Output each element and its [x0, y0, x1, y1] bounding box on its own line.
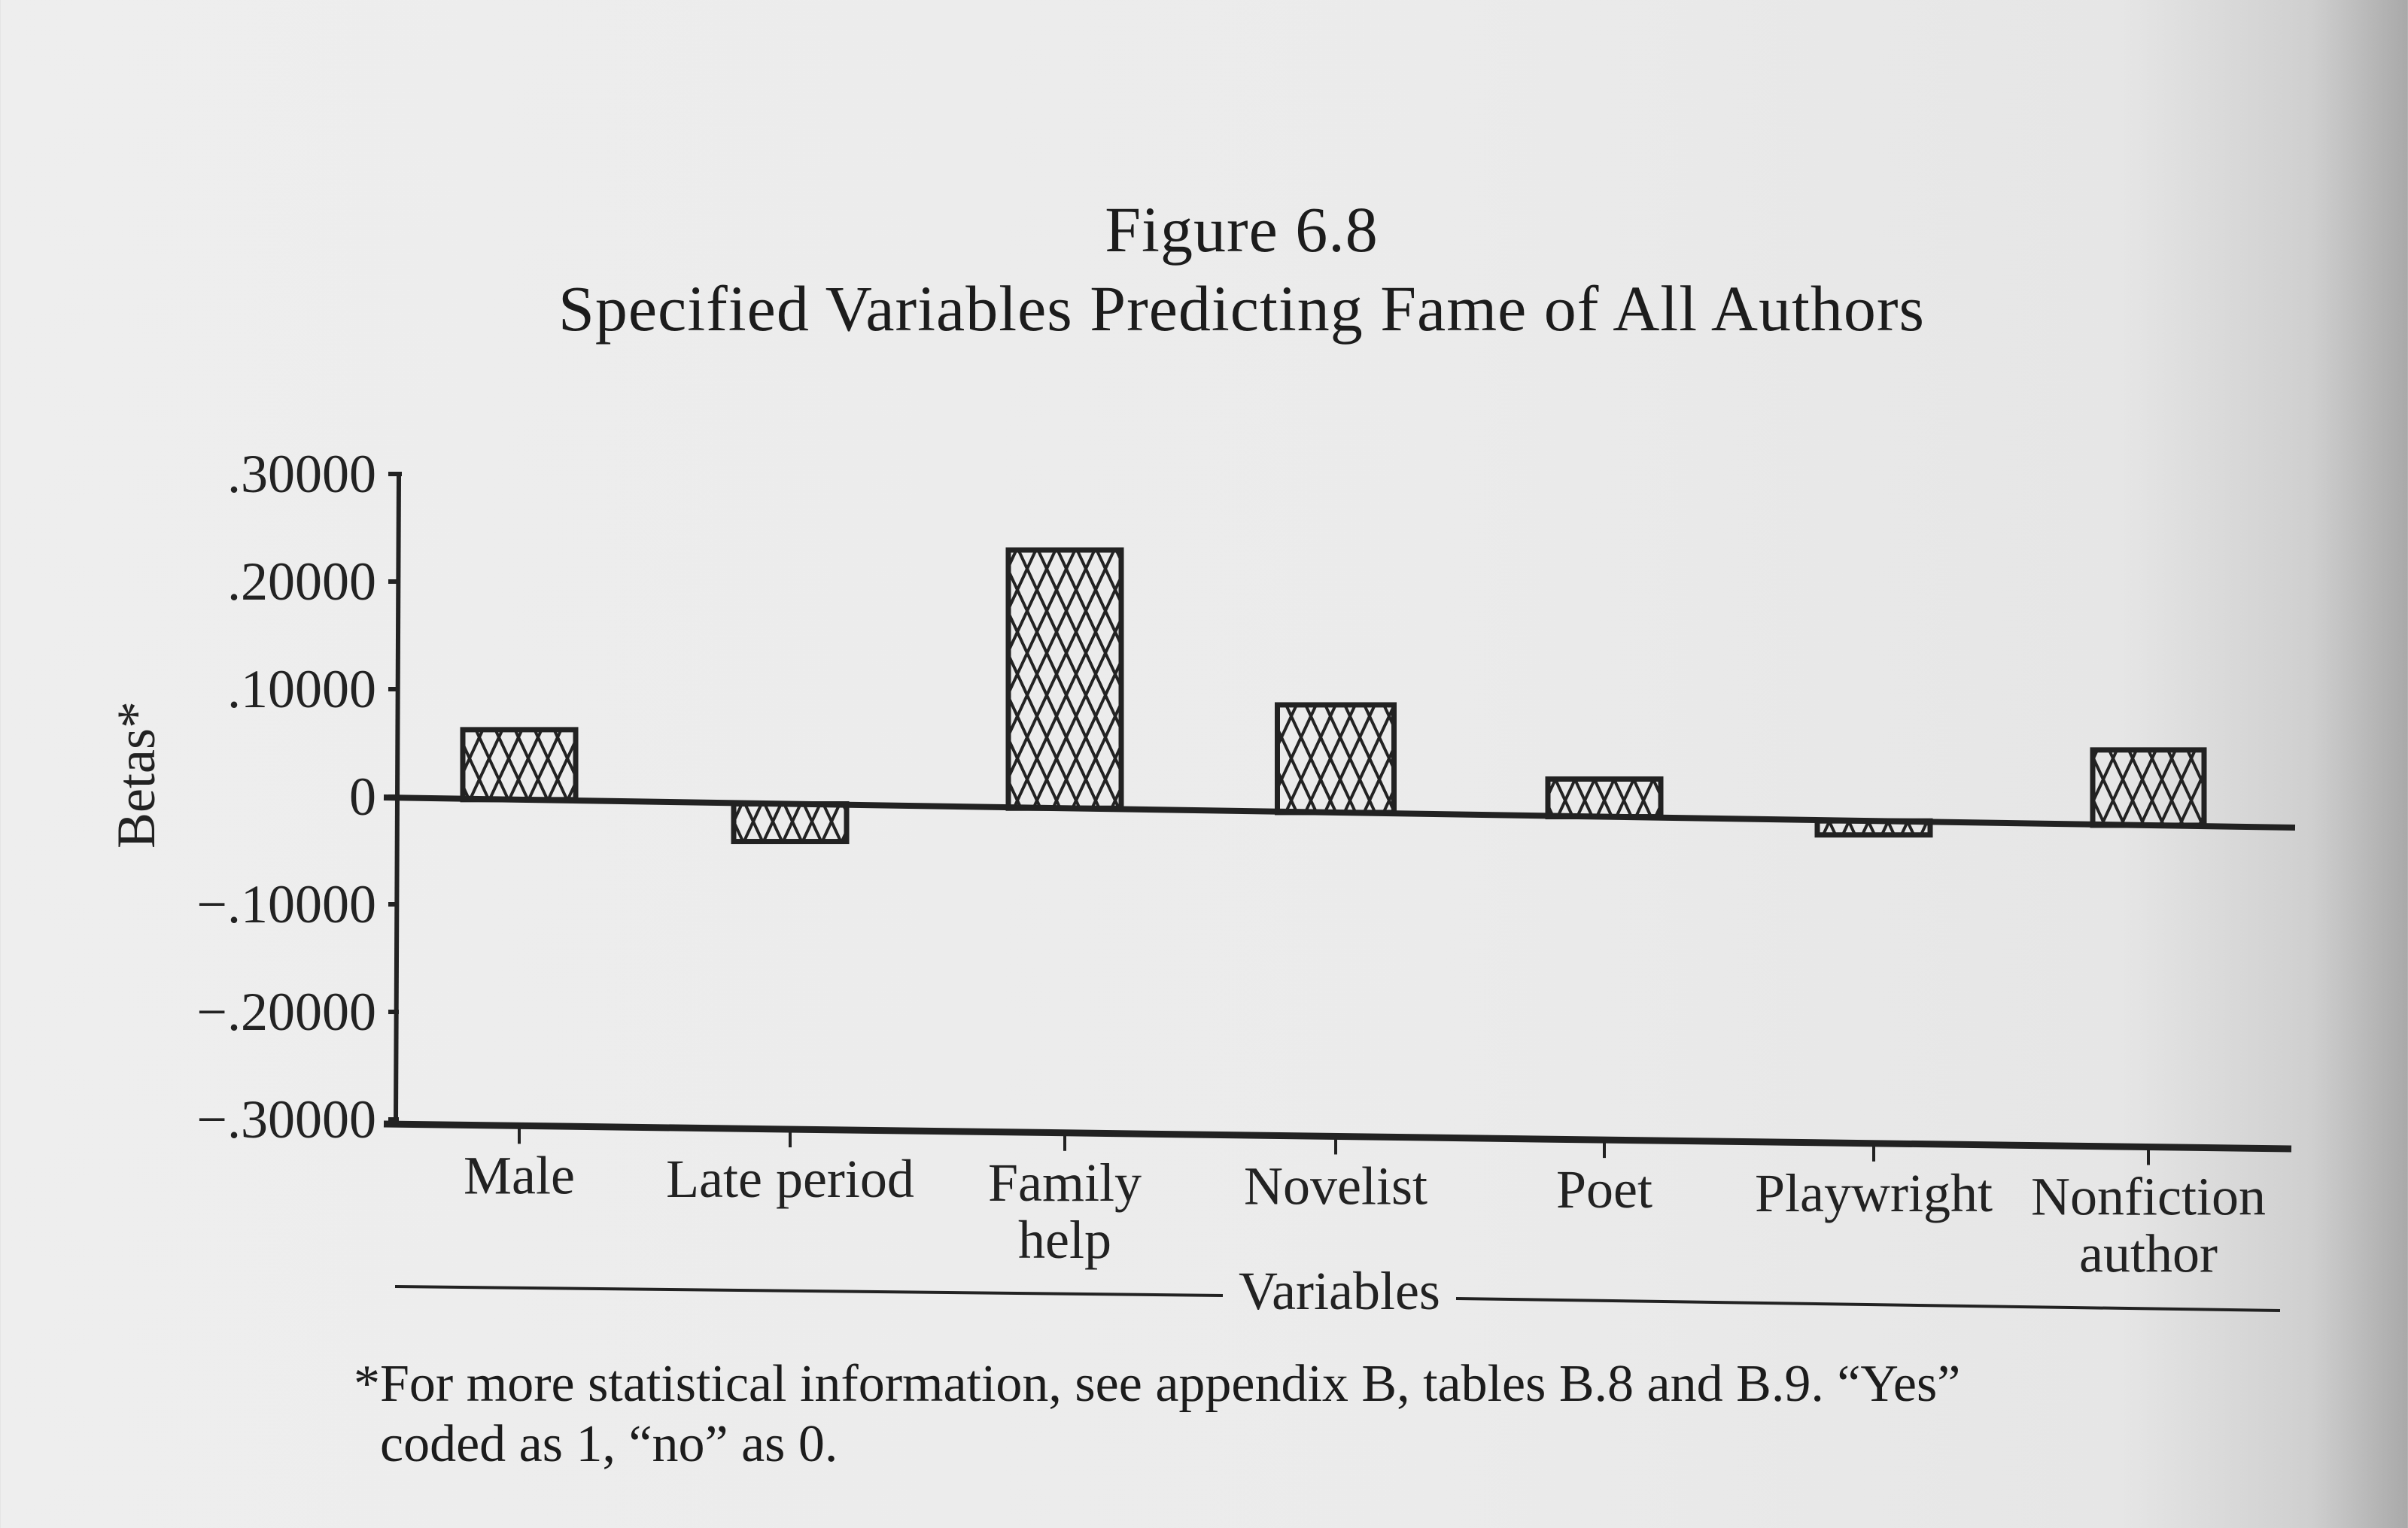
bars	[460, 547, 2207, 845]
figure-header: Figure 6.8 Specified Variables Predictin…	[0, 192, 2408, 350]
footnote-line-1: *For more statistical information, see a…	[354, 1355, 1961, 1413]
bar-novelist	[1275, 702, 1397, 816]
x-tick-label: Playwright	[1755, 1163, 1993, 1223]
x-tick-labels: Male Late period Family help Novelist Poet Pla…	[464, 1145, 2266, 1283]
y-tick-label: .30000	[227, 444, 376, 504]
x-tick-label: Family help	[988, 1153, 1142, 1270]
y-tick-label: .20000	[227, 551, 376, 612]
bar-male	[460, 727, 579, 803]
y-tick-label: .10000	[227, 659, 376, 719]
x-axis	[383, 1120, 2292, 1153]
bar-late-period	[731, 801, 850, 845]
x-tick-label: Male	[464, 1145, 575, 1205]
footnote: *For more statistical information, see a…	[354, 1354, 2235, 1475]
y-axis-title: Betas*	[106, 701, 166, 849]
x-axis-title-group: Variables	[394, 1261, 2281, 1321]
y-tick-labels: .30000 .20000 .10000 0 −.10000 −.20000 −.30000	[196, 444, 376, 1150]
x-tick-label: Novelist	[1244, 1156, 1427, 1216]
y-tick-label: −.20000	[196, 982, 376, 1042]
y-tick-label: −.30000	[196, 1089, 376, 1150]
x-tick-label: Late period	[666, 1149, 914, 1209]
figure-title: Specified Variables Predicting Fame of A…	[558, 272, 1925, 345]
x-tick-marks	[518, 1125, 2150, 1165]
x-tick-label: Poet	[1556, 1159, 1652, 1220]
bar-family-help	[1005, 547, 1124, 811]
y-tick-label: 0	[349, 767, 376, 827]
footnote-line-2: coded as 1, “no” as 0.	[380, 1415, 838, 1473]
figure-number: Figure 6.8	[1105, 193, 1379, 266]
bar-poet	[1545, 776, 1664, 820]
y-tick-label: −.10000	[196, 874, 376, 934]
x-tick-label: Nonfiction author	[2031, 1167, 2266, 1284]
bar-playwright	[1814, 818, 1933, 838]
x-axis-title: Variables	[1239, 1261, 1440, 1321]
bar-nonfiction-author	[2090, 747, 2207, 828]
